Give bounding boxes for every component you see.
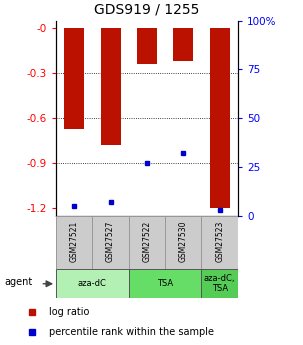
Bar bbox=[201, 216, 238, 269]
Text: GSM27527: GSM27527 bbox=[106, 220, 115, 262]
Bar bbox=[56, 216, 92, 269]
Title: GDS919 / 1255: GDS919 / 1255 bbox=[94, 3, 200, 17]
Text: GSM27521: GSM27521 bbox=[70, 221, 79, 262]
Bar bbox=[64, 28, 84, 129]
Bar bbox=[129, 216, 165, 269]
Text: GSM27522: GSM27522 bbox=[142, 221, 152, 262]
Text: aza-dC,
TSA: aza-dC, TSA bbox=[204, 274, 235, 294]
Bar bbox=[165, 216, 201, 269]
Text: GSM27523: GSM27523 bbox=[215, 220, 224, 262]
Bar bbox=[173, 28, 193, 61]
Text: log ratio: log ratio bbox=[48, 307, 89, 317]
Bar bbox=[137, 28, 157, 64]
Bar bbox=[210, 28, 230, 208]
Text: aza-dC: aza-dC bbox=[78, 279, 107, 288]
Bar bbox=[92, 216, 129, 269]
Text: percentile rank within the sample: percentile rank within the sample bbox=[48, 327, 214, 337]
Bar bbox=[129, 269, 201, 298]
Text: GSM27530: GSM27530 bbox=[179, 220, 188, 262]
Bar bbox=[101, 28, 121, 145]
Text: agent: agent bbox=[5, 277, 33, 287]
Text: TSA: TSA bbox=[157, 279, 173, 288]
Bar bbox=[56, 269, 129, 298]
Bar bbox=[201, 269, 238, 298]
